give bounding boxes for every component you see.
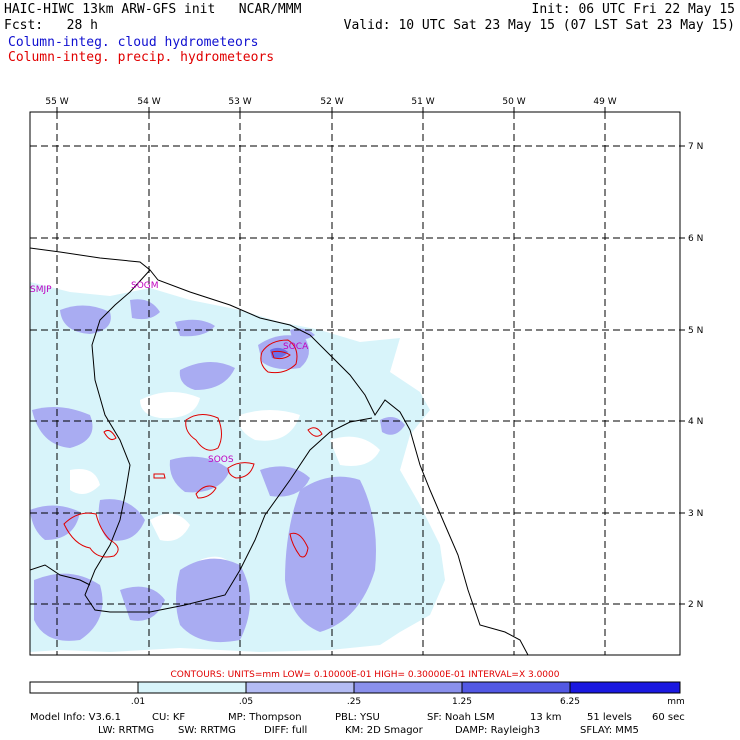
colorbar-tick: 6.25 — [560, 697, 580, 707]
footer-sw: SW: RRTMG — [178, 725, 236, 736]
border-suriname-guiana — [84, 269, 373, 613]
lon-label: 53 W — [228, 97, 251, 107]
coastline-borders — [30, 247, 529, 655]
station-label: SMJP — [30, 285, 52, 295]
colorbar-unit: mm — [667, 697, 685, 707]
lon-label: 49 W — [593, 97, 616, 107]
init-time: Init: 06 UTC Fri 22 May 15 — [531, 2, 736, 17]
forecast-hour: Fcst: 28 h — [4, 18, 98, 33]
lat-label: 2 N — [688, 600, 703, 610]
colorbar-bin — [245, 681, 355, 694]
station-label: SOGM — [131, 281, 159, 291]
station-label: SOCA — [283, 342, 309, 352]
footer-sflay: SFLAY: MM5 — [580, 725, 639, 736]
lat-label: 7 N — [688, 142, 703, 152]
colorbar-bin — [353, 681, 463, 694]
footer-pbl: PBL: YSU — [335, 712, 380, 723]
footer-sf: SF: Noah LSM — [427, 712, 495, 723]
valid-time: Valid: 10 UTC Sat 23 May 15 (07 LST Sat … — [343, 18, 735, 33]
lon-label: 54 W — [137, 97, 160, 107]
footer-levels: 51 levels — [587, 712, 632, 723]
model-title: HAIC-HIWC 13km ARW-GFS init NCAR/MMM — [4, 2, 302, 17]
lat-label: 5 N — [688, 326, 703, 336]
lat-label: 6 N — [688, 234, 703, 244]
lon-label: 51 W — [411, 97, 434, 107]
footer-step: 60 sec — [652, 712, 685, 723]
field-label-cloud: Column-integ. cloud hydrometeors — [8, 35, 259, 50]
footer-model: Model Info: V3.6.1 — [30, 712, 121, 723]
footer-mp: MP: Thompson — [228, 712, 302, 723]
colorbar-tick: .25 — [347, 697, 361, 707]
lon-label: 50 W — [502, 97, 525, 107]
colorbar-bin — [29, 681, 139, 694]
footer-res: 13 km — [530, 712, 562, 723]
colorbar-bin — [569, 681, 681, 694]
footer-km: KM: 2D Smagor — [345, 725, 423, 736]
footer-lw: LW: RRTMG — [98, 725, 155, 736]
colorbar-bin — [137, 681, 247, 694]
footer-damp: DAMP: Rayleigh3 — [455, 725, 541, 736]
colorbar-tick: .05 — [239, 697, 253, 707]
lat-lon-grid — [30, 112, 680, 655]
lon-label: 52 W — [320, 97, 343, 107]
lat-label: 4 N — [688, 417, 703, 427]
precip-contours — [63, 339, 323, 558]
colorbar-bin — [461, 681, 571, 694]
contour-info: CONTOURS: UNITS=mm LOW= 0.10000E-01 HIGH… — [171, 670, 560, 680]
lat-label: 3 N — [688, 509, 703, 519]
field-label-precip: Column-integ. precip. hydrometeors — [8, 50, 275, 65]
colorbar: .01 .05 .25 1.25 6.25 mm — [29, 681, 685, 707]
footer-cu: CU: KF — [152, 712, 186, 723]
colorbar-tick: .01 — [131, 697, 145, 707]
footer-diff: DIFF: full — [264, 725, 308, 736]
station-label: SOOS — [208, 455, 234, 465]
map-frame — [29, 111, 681, 656]
border-west — [30, 564, 91, 586]
ticks — [56, 107, 685, 605]
cloud-field — [30, 282, 445, 652]
station-labels: SMJP SOGM SOCA SOOS — [30, 281, 309, 465]
coastline — [30, 247, 529, 655]
lon-label: 55 W — [45, 97, 68, 107]
colorbar-tick: 1.25 — [452, 697, 472, 707]
